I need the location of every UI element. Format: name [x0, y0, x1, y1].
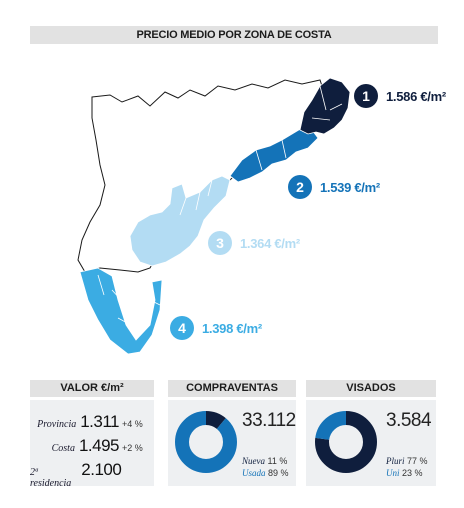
- zone-3-label: 3 1.364 €/m²: [208, 231, 300, 255]
- zone-3-number: 3: [208, 231, 232, 255]
- legend-label: Pluri: [386, 456, 405, 466]
- map-title: PRECIO MEDIO POR ZONA DE COSTA: [30, 26, 438, 44]
- valor-value: 1.311: [80, 412, 119, 431]
- valor-value: 1.495: [78, 436, 120, 455]
- zone-4-label: 4 1.398 €/m²: [170, 316, 262, 340]
- compraventas-legend-usada: Usada 89 %: [242, 468, 289, 478]
- valor-change: +4 %: [122, 419, 143, 429]
- valor-header: VALOR €/m²: [30, 380, 154, 397]
- visados-total: 3.584: [386, 410, 432, 431]
- zone-4-number: 4: [170, 316, 194, 340]
- compraventas-legend-nueva: Nueva 11 %: [242, 456, 287, 466]
- visados-panel: 3.584 Pluri 77 % Uni 23 %: [306, 400, 436, 486]
- zone-2-number: 2: [288, 175, 312, 199]
- valor-change: +2 %: [122, 443, 143, 453]
- valor-row-provincia: Provincia 1.311 +4 %: [30, 412, 150, 432]
- compraventas-panel: 33.112 Nueva 11 % Usada 89 %: [168, 400, 296, 486]
- valor-label: Provincia: [37, 419, 77, 430]
- visados-legend-uni: Uni 23 %: [386, 468, 423, 478]
- zone-2-area: [229, 127, 319, 183]
- compraventas-total: 33.112: [242, 410, 296, 431]
- valor-row-costa: Costa 1.495 +2 %: [30, 436, 150, 456]
- visados-slice-pluri: [315, 411, 377, 473]
- zone-1-price: 1.586 €/m²: [386, 88, 446, 104]
- legend-pct: 23 %: [402, 468, 423, 478]
- legend-label: Nueva: [242, 456, 265, 466]
- visados-header: VISADOS: [306, 380, 436, 397]
- zone-4-area: [79, 267, 163, 355]
- valor-label: 2ª residencia: [30, 467, 72, 489]
- valor-value: 2.100: [81, 460, 122, 479]
- zone-2-label: 2 1.539 €/m²: [288, 175, 380, 199]
- coast-map: [77, 77, 351, 355]
- compraventas-donut: [175, 411, 237, 473]
- zone-1-number: 1: [354, 84, 378, 108]
- zone-4-price: 1.398 €/m²: [202, 320, 262, 336]
- legend-pct: 77 %: [407, 456, 428, 466]
- valor-row-segunda-residencia: 2ª residencia 2.100: [30, 460, 150, 489]
- compraventas-slice-usada: [175, 411, 237, 473]
- visados-legend-pluri: Pluri 77 %: [386, 456, 428, 466]
- legend-pct: 89 %: [268, 468, 289, 478]
- valor-label: Costa: [51, 443, 75, 454]
- zone-1-label: 1 1.586 €/m²: [354, 84, 446, 108]
- legend-label: Usada: [242, 468, 266, 478]
- zone-3-area: [129, 175, 231, 267]
- legend-label: Uni: [386, 468, 400, 478]
- compraventas-header: COMPRAVENTAS: [168, 380, 296, 397]
- legend-pct: 11 %: [267, 456, 288, 466]
- zone-2-price: 1.539 €/m²: [320, 179, 380, 195]
- visados-donut: [315, 411, 377, 473]
- zone-3-price: 1.364 €/m²: [240, 235, 300, 251]
- valor-panel: Provincia 1.311 +4 % Costa 1.495 +2 % 2ª…: [30, 400, 154, 489]
